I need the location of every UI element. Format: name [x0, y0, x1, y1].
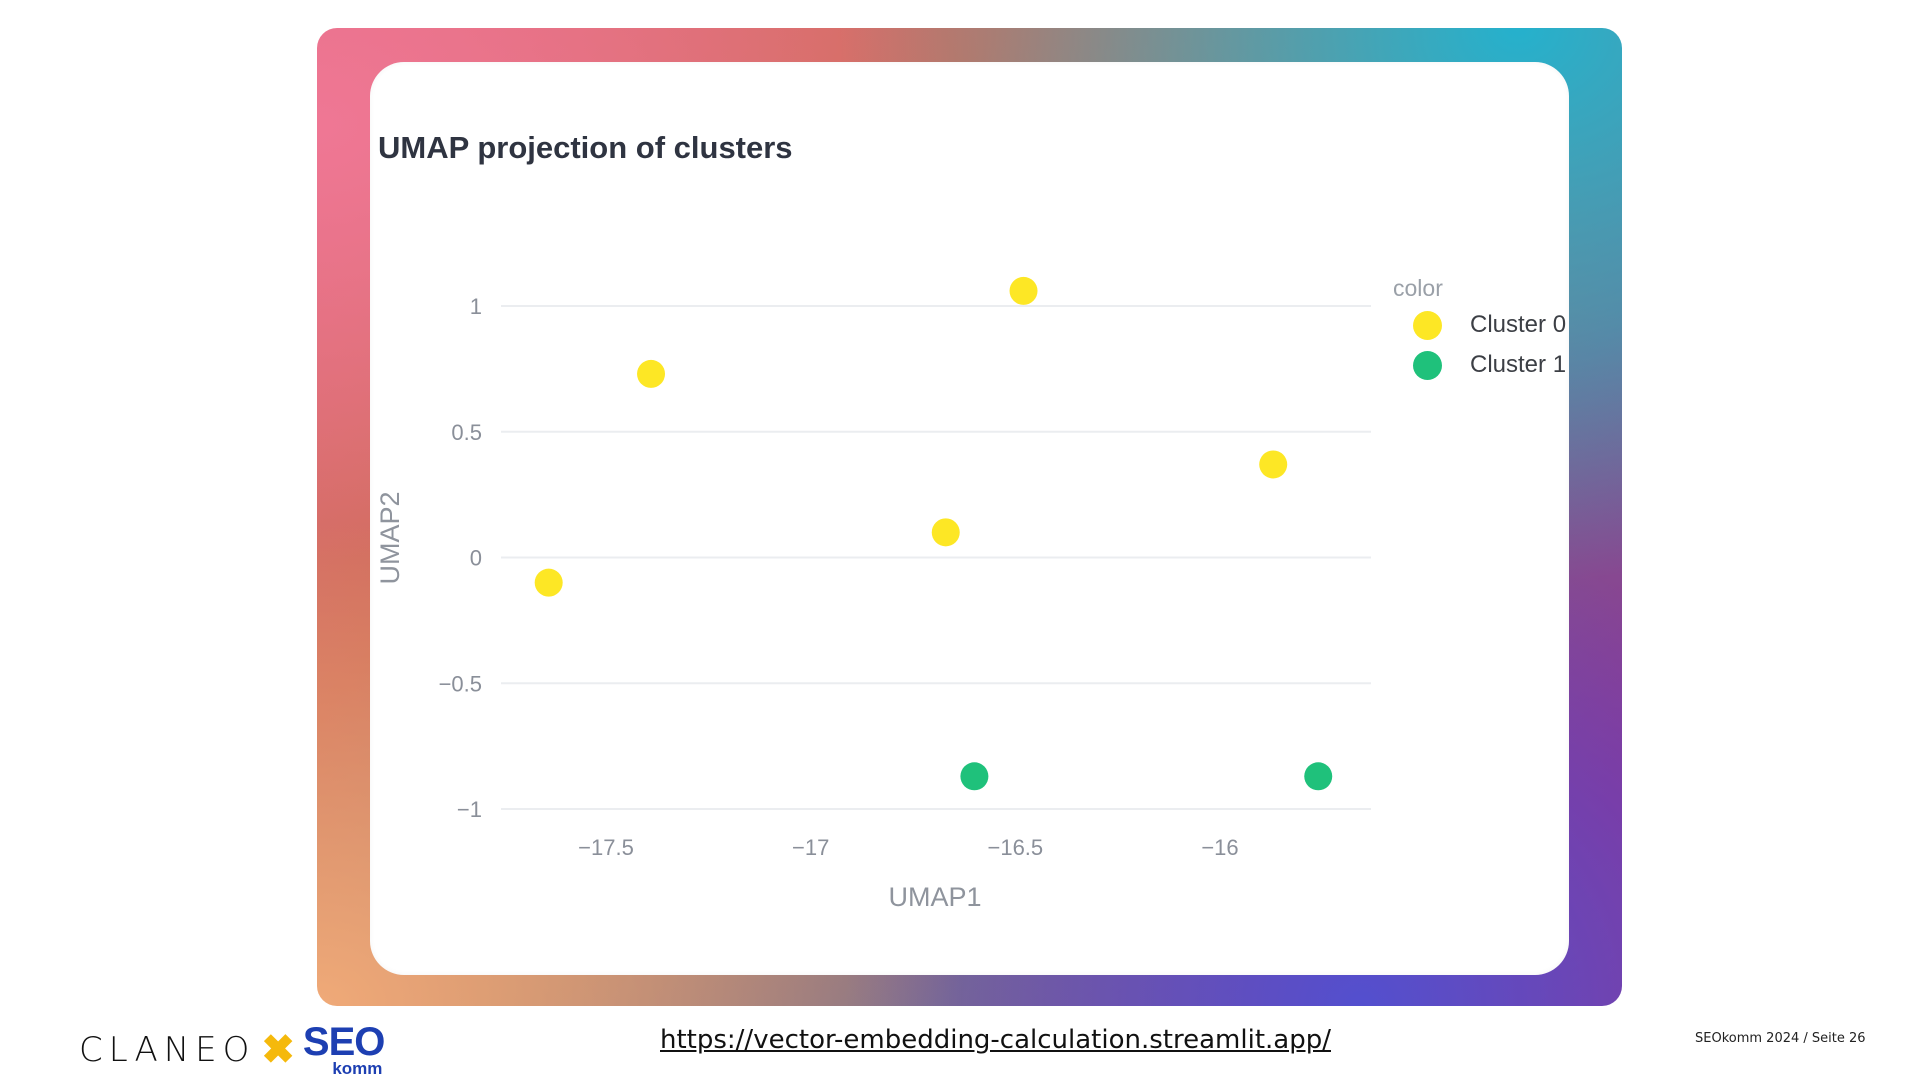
seo-logo-text: SEO: [302, 1020, 385, 1064]
y-tick-labels: 1 0.5 0 −0.5 −1: [439, 294, 482, 822]
page-number: SEOkomm 2024 / Seite 26: [1695, 1031, 1866, 1046]
legend-title: color: [1393, 275, 1443, 301]
legend-item-cluster-0[interactable]: Cluster 0: [1413, 310, 1566, 340]
seokomm-logo: SEO komm: [302, 1020, 385, 1078]
komm-logo-text: komm: [332, 1059, 383, 1078]
chart-title: UMAP projection of clusters: [378, 130, 793, 165]
data-point-cluster-1[interactable]: [1304, 762, 1333, 791]
legend-item-cluster-1[interactable]: Cluster 1: [1413, 350, 1566, 380]
x-tick-label: −17: [792, 835, 829, 860]
y-tick-label: −1: [457, 797, 482, 822]
legend-marker-icon: [1413, 350, 1442, 380]
y-tick-label: 0.5: [451, 420, 482, 445]
x-tick-label: −16.5: [987, 835, 1043, 860]
data-point-cluster-0[interactable]: [931, 518, 960, 547]
gridlines: [501, 305, 1371, 810]
x-tick-labels: −17.5 −17 −16.5 −16: [578, 835, 1239, 860]
data-point-cluster-0[interactable]: [1259, 450, 1288, 479]
x-tick-label: −16: [1201, 835, 1238, 860]
data-point-cluster-0[interactable]: [534, 568, 563, 597]
app-url-link[interactable]: https://vector-embedding-calculation.str…: [660, 1025, 1331, 1055]
legend-marker-icon: [1413, 310, 1442, 340]
x-tick-label: −17.5: [578, 835, 634, 860]
footer-logos: CLANEO ✖ SEO komm: [79, 1020, 385, 1078]
x-axis-title: UMAP1: [888, 882, 981, 912]
y-axis-title: UMAP2: [375, 491, 405, 584]
y-tick-label: −0.5: [439, 671, 482, 696]
legend-label: Cluster 0: [1470, 311, 1567, 338]
y-tick-label: 1: [470, 294, 482, 319]
data-point-cluster-1[interactable]: [960, 762, 989, 791]
claneo-logo: CLANEO: [79, 1029, 256, 1070]
cross-icon: ✖: [261, 1027, 295, 1072]
data-points: [534, 276, 1333, 791]
chart-card: [370, 62, 1569, 975]
y-tick-label: 0: [470, 546, 482, 571]
data-point-cluster-0[interactable]: [637, 359, 666, 388]
data-point-cluster-0[interactable]: [1009, 276, 1038, 305]
legend-label: Cluster 1: [1470, 351, 1567, 378]
